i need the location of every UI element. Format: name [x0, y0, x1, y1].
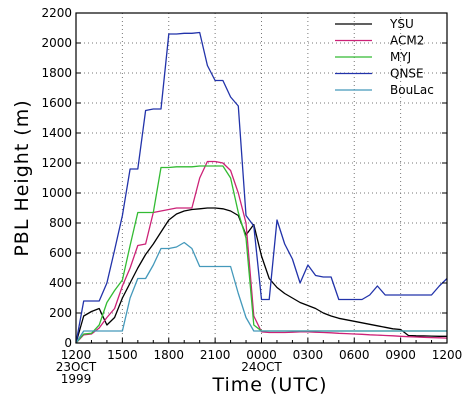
- x-tick-sublabel: 23OCT: [56, 360, 97, 374]
- x-tick-label: 1500: [107, 348, 138, 362]
- legend-label-myj: MYJ: [390, 50, 411, 64]
- series-line-qnse: [75, 31, 448, 344]
- x-tick-label: 2100: [200, 348, 231, 362]
- x-axis-title: Time (UTC): [211, 374, 327, 396]
- x-tick-label: 0000: [246, 348, 277, 362]
- legend: YSU ACM2 MYJ QNSE BouLac: [335, 17, 434, 97]
- legend-label-boulac: BouLac: [390, 83, 434, 97]
- x-tick-sublabel: 1999: [61, 372, 92, 386]
- y-tick-label: 1600: [41, 96, 72, 110]
- legend-label-ysu: YSU: [389, 17, 414, 31]
- y-tick-label: 800: [49, 216, 72, 230]
- x-tick-label: 1800: [153, 348, 184, 362]
- legend-label-acm2: ACM2: [390, 34, 424, 48]
- y-tick-label: 1800: [41, 66, 72, 80]
- x-tick-label: 0300: [293, 348, 324, 362]
- x-tick-label: 0600: [339, 348, 370, 362]
- y-tick-label: 2200: [41, 6, 72, 20]
- x-tick-label: 1200: [61, 348, 92, 362]
- series-line-boulac: [75, 241, 447, 344]
- series-line-ysu: [75, 207, 447, 344]
- x-tick-sublabel: 24OCT: [241, 360, 282, 374]
- y-tick-label: 400: [49, 276, 72, 290]
- y-tick-label: 1400: [41, 126, 72, 140]
- series-line-acm2: [75, 160, 448, 344]
- y-tick-label: 1200: [41, 156, 72, 170]
- y-tick-label: 0: [64, 336, 72, 350]
- y-tick-label: 600: [49, 246, 72, 260]
- y-tick-label: 2000: [41, 36, 72, 50]
- y-axis-title: PBL Height (m): [11, 99, 33, 256]
- x-tick-label: 1200: [432, 348, 463, 362]
- y-tick-label: 200: [49, 306, 72, 320]
- y-tick-label: 1000: [41, 186, 72, 200]
- legend-label-qnse: QNSE: [390, 67, 424, 81]
- series-lines: [75, 31, 448, 344]
- x-tick-label: 0900: [385, 348, 416, 362]
- y-axis-ticks: 0 200 400 600 800 1000 1200 1400 1600 1800 2000 220…: [41, 6, 447, 350]
